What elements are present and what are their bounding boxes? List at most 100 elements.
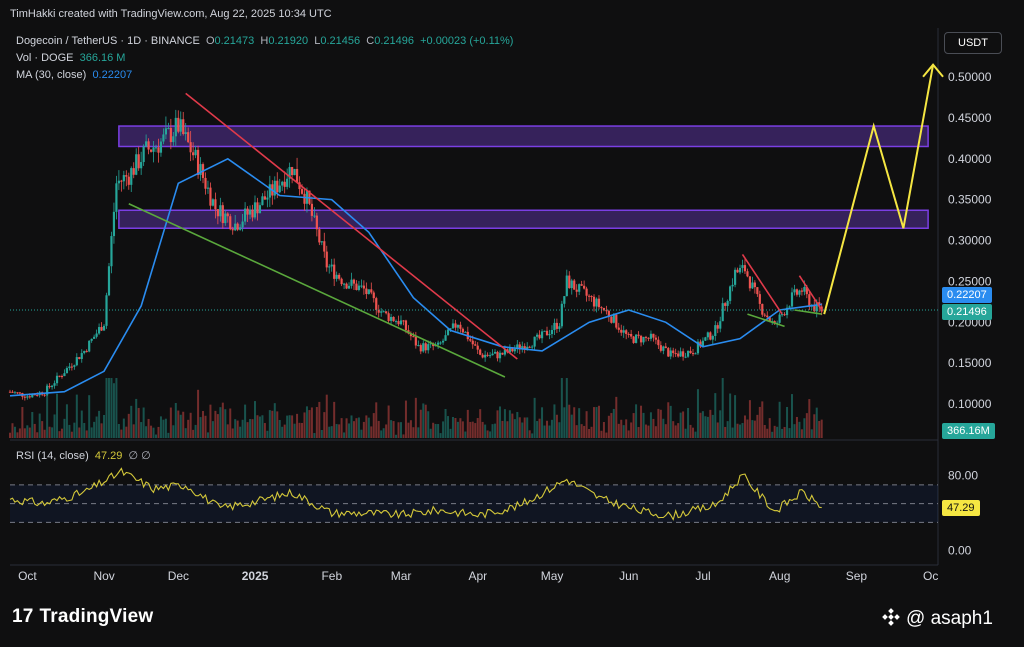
- candle-body: [652, 333, 655, 338]
- volume-bar: [226, 424, 229, 438]
- volume-bar: [263, 423, 266, 438]
- candle-body: [120, 180, 123, 182]
- volume-bar: [449, 428, 452, 438]
- candle-body: [105, 295, 108, 326]
- volume-bar: [766, 428, 769, 438]
- volume-bar: [419, 409, 422, 438]
- volume-bar: [461, 421, 464, 438]
- volume-bar: [377, 420, 380, 438]
- volume-bar: [174, 402, 177, 438]
- volume-bar: [466, 409, 469, 438]
- volume-bar: [46, 383, 49, 438]
- candle-body: [667, 348, 670, 357]
- time-tick-label: Dec: [168, 569, 189, 583]
- candle-body: [800, 290, 803, 292]
- volume-bar: [167, 432, 170, 438]
- chart-background: [0, 0, 1024, 590]
- volume-bar: [276, 411, 279, 438]
- volume-bar: [219, 407, 222, 438]
- candle-body: [493, 351, 497, 354]
- volume-bar: [588, 428, 591, 438]
- candle-body: [162, 134, 165, 142]
- tradingview-logo[interactable]: 17 TradingView: [12, 606, 153, 628]
- candle-body: [412, 336, 415, 338]
- candle-body: [409, 333, 412, 337]
- candle-body: [496, 351, 499, 359]
- volume-bar: [125, 426, 128, 438]
- candle-body: [276, 180, 279, 193]
- candle-body: [578, 284, 581, 292]
- candle-body: [595, 298, 598, 307]
- candle-body: [568, 275, 571, 289]
- candle-body: [28, 396, 31, 398]
- volume-bar: [60, 428, 63, 438]
- candle-body: [600, 307, 603, 309]
- candle-body: [380, 311, 383, 313]
- volume-bar: [508, 410, 511, 438]
- volume-bar: [58, 431, 61, 438]
- high-value: 0.21920: [268, 35, 309, 47]
- volume-bar: [323, 412, 326, 438]
- candle-body: [503, 349, 507, 355]
- volume-bar: [132, 424, 135, 438]
- volume-bar: [776, 426, 779, 438]
- volume-bar: [432, 422, 435, 438]
- candle-body: [55, 375, 59, 384]
- candle-body: [498, 352, 502, 359]
- rsi-legend[interactable]: RSI (14, close) 47.29 ∅ ∅: [16, 449, 151, 462]
- candle-body: [68, 366, 71, 369]
- volume-bar: [122, 418, 125, 438]
- candle-body: [437, 342, 440, 345]
- candle-body: [746, 271, 749, 277]
- candle-body: [714, 325, 717, 337]
- candle-body: [540, 331, 544, 339]
- volume-bar: [43, 429, 46, 438]
- candle-body: [511, 347, 514, 352]
- candle-body: [691, 353, 695, 355]
- volume-bar: [726, 421, 729, 438]
- volume-bar: [781, 428, 784, 438]
- volume-bar: [137, 407, 140, 438]
- volume-bar: [533, 397, 536, 438]
- candle-body: [291, 167, 294, 176]
- price-tick-label: 0.35000: [948, 193, 992, 207]
- volume-bar: [320, 429, 323, 438]
- symbol-name[interactable]: Dogecoin / TetherUS · 1D · BINANCE: [16, 35, 200, 47]
- candle-body: [367, 289, 370, 295]
- candle-body: [239, 227, 242, 230]
- candle-body: [677, 353, 680, 357]
- candle-body: [142, 146, 145, 163]
- volume-bar: [637, 427, 640, 438]
- candle-body: [731, 284, 734, 287]
- volume-bar: [496, 410, 499, 438]
- volume-bar: [439, 433, 442, 438]
- candle-body: [192, 152, 195, 156]
- volume-bar: [654, 426, 657, 438]
- volume-bar: [83, 422, 86, 438]
- volume-bar: [402, 434, 405, 438]
- volume-bar: [813, 414, 816, 438]
- candle-body: [778, 314, 781, 323]
- volume-bar: [375, 402, 378, 438]
- candle-body: [555, 322, 559, 329]
- ma30-line: [9, 157, 822, 397]
- volume-legend[interactable]: Vol · DOGE 366.16 M: [16, 52, 125, 64]
- candle-body: [531, 346, 534, 348]
- volume-bar: [120, 429, 123, 438]
- volume-bar: [800, 429, 803, 438]
- volume-bar: [221, 402, 224, 438]
- volume-bar: [422, 403, 425, 438]
- volume-bar: [788, 428, 791, 438]
- currency-button[interactable]: USDT: [944, 32, 1002, 54]
- volume-bar: [543, 425, 546, 438]
- candle-body: [80, 353, 83, 359]
- candle-body: [234, 223, 237, 231]
- ma-label: MA (30, close): [16, 69, 87, 81]
- candle-body: [189, 142, 192, 153]
- volume-bar: [768, 418, 771, 438]
- ma-legend[interactable]: MA (30, close) 0.22207: [16, 69, 132, 81]
- volume-bar: [600, 430, 603, 438]
- volume-bar: [696, 389, 699, 438]
- volume-bar: [790, 394, 793, 438]
